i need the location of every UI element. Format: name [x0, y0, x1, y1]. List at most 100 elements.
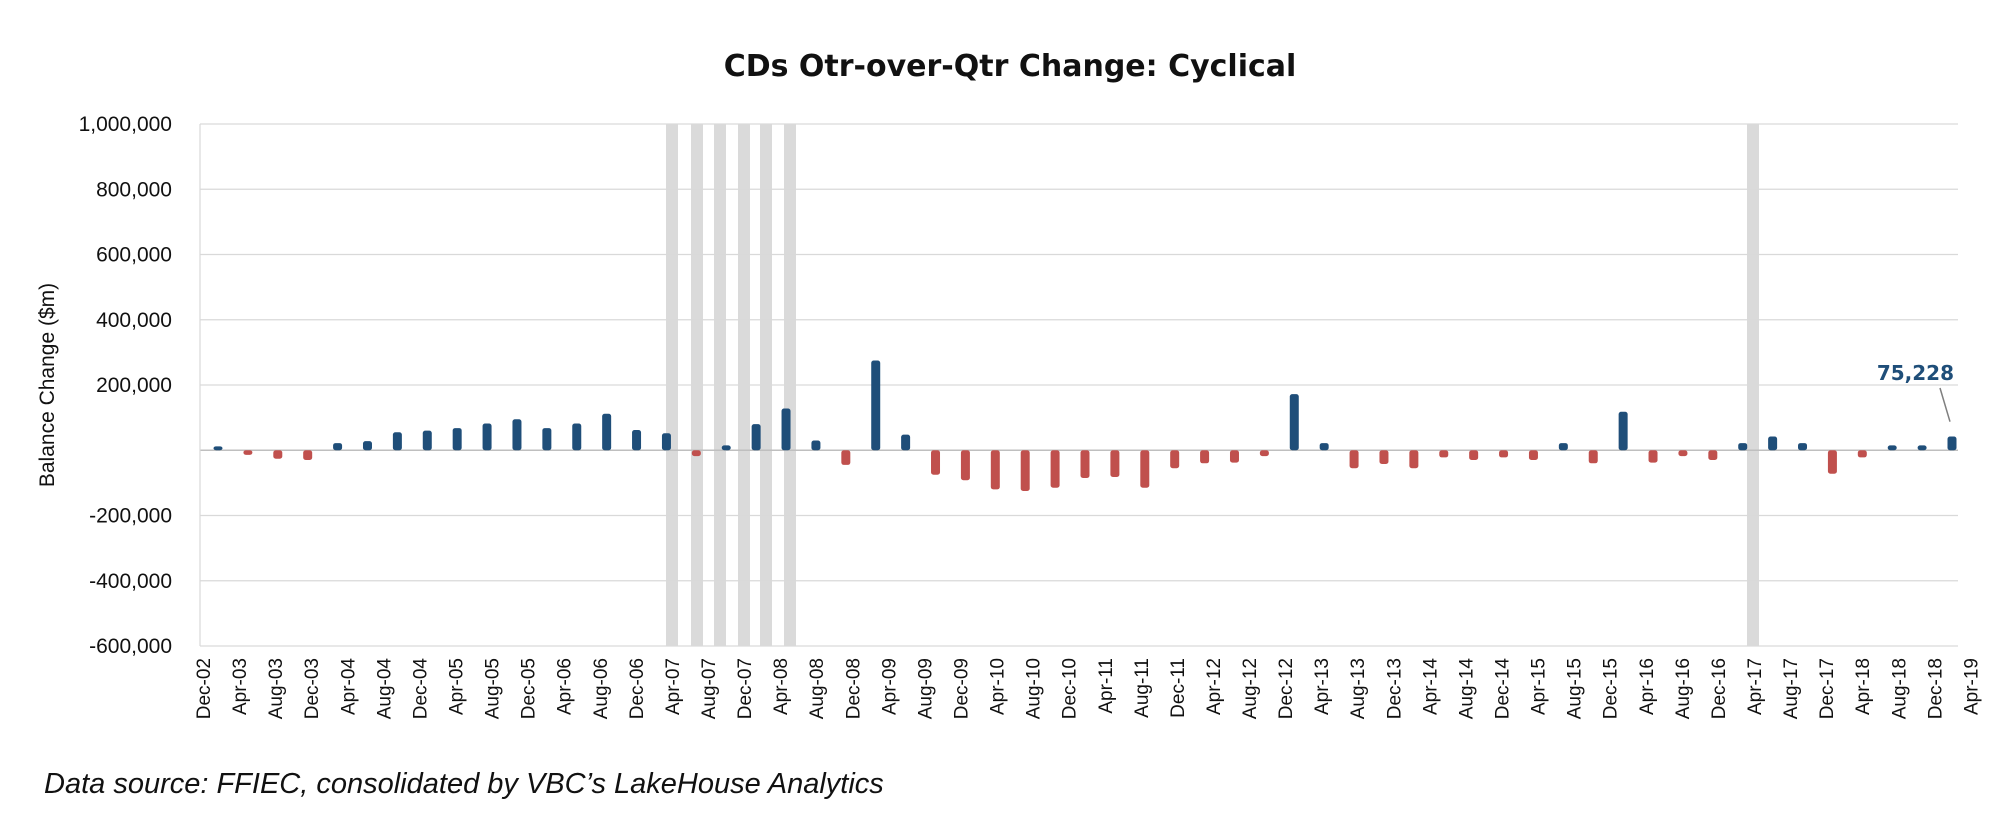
bar-negative: [1140, 450, 1149, 488]
y-tick-label: 200,000: [96, 374, 172, 397]
y-tick-label: -600,000: [89, 635, 172, 658]
bar-negative: [1828, 450, 1837, 473]
x-tick-label: Dec-16: [1709, 658, 1730, 719]
bar-negative: [1081, 450, 1090, 478]
bar-negative: [1021, 450, 1030, 491]
bar-positive: [662, 433, 671, 450]
y-tick-label: 800,000: [96, 178, 172, 201]
bar-negative: [1230, 450, 1239, 462]
bar-negative: [692, 450, 701, 456]
bar-positive: [1768, 437, 1777, 451]
x-tick-label: Aug-08: [807, 658, 828, 719]
bar-negative: [1051, 450, 1060, 488]
x-tick-label: Apr-18: [1853, 658, 1874, 715]
y-axis-label: Balance Change ($m): [36, 283, 59, 487]
bar-positive: [453, 428, 462, 450]
x-tick-label: Aug-16: [1673, 658, 1694, 719]
y-tick-label: -200,000: [89, 505, 172, 528]
bar-negative: [1379, 450, 1388, 464]
bar-negative: [1469, 450, 1478, 460]
bar-negative: [1589, 450, 1598, 463]
bar-negative: [1170, 450, 1179, 468]
x-tick-label: Aug-13: [1348, 658, 1369, 719]
bar-positive: [871, 361, 880, 451]
bar-positive: [1738, 443, 1747, 450]
x-tick-label: Dec-03: [302, 658, 323, 719]
bar-positive: [363, 441, 372, 450]
x-tick-label: Apr-10: [988, 658, 1009, 715]
bar-positive: [572, 423, 581, 450]
bar-positive: [1888, 445, 1897, 450]
x-tick-label: Apr-19: [1961, 658, 1982, 715]
bar-positive: [901, 435, 910, 451]
bar-positive: [811, 440, 820, 450]
x-tick-label: Apr-13: [1312, 658, 1333, 715]
bar-negative: [1499, 450, 1508, 457]
x-tick-label: Apr-17: [1745, 658, 1766, 715]
bar-positive: [512, 419, 521, 450]
bar-negative: [1350, 450, 1359, 468]
x-tick-label: Dec-10: [1060, 658, 1081, 719]
bar-positive: [722, 445, 731, 450]
chart: 1,000,000 800,000 600,000 400,000 200,000 -20…: [0, 0, 2000, 824]
x-tick-label: Dec-06: [627, 658, 648, 719]
bar-positive: [423, 431, 432, 451]
bar-negative: [1649, 450, 1658, 462]
x-tick-label: Dec-02: [194, 658, 215, 719]
bar-negative: [841, 450, 850, 465]
data-label-last-value: 75,228: [1877, 361, 1954, 385]
bar-positive: [1320, 443, 1329, 450]
x-tick-label: Apr-11: [1096, 658, 1117, 714]
bar-negative: [1708, 450, 1717, 460]
bar-positive: [632, 430, 641, 450]
x-tick-label: Dec-15: [1601, 658, 1622, 719]
bar-negative: [1858, 450, 1867, 457]
x-tick-label: Apr-07: [663, 658, 684, 715]
bar-positive: [542, 428, 551, 450]
x-tick-label: Dec-14: [1493, 658, 1514, 720]
x-tick-label: Dec-08: [843, 658, 864, 719]
bar-negative: [243, 450, 252, 455]
bar-negative: [961, 450, 970, 480]
bar-positive: [1798, 443, 1807, 450]
bar-negative: [1529, 450, 1538, 460]
x-tick-label: Aug-10: [1024, 658, 1045, 719]
x-tick-label: Aug-14: [1456, 658, 1477, 720]
x-tick-label: Dec-07: [735, 658, 756, 719]
bar-positive: [1559, 443, 1568, 450]
annotation-leader-line: [1940, 388, 1950, 422]
x-tick-label: Apr-03: [230, 658, 251, 715]
chart-title: CDs Otr-over-Qtr Change: Cyclical: [724, 49, 1297, 84]
bar-negative: [1200, 450, 1209, 463]
x-tick-label: Dec-09: [951, 658, 972, 719]
x-tick-label: Apr-08: [771, 658, 792, 715]
x-tick-label: Apr-16: [1637, 658, 1658, 715]
x-tick-label: Aug-07: [699, 658, 720, 719]
bar-positive: [214, 446, 223, 450]
x-tick-label: Dec-11: [1168, 658, 1189, 718]
y-tick-label: 1,000,000: [79, 113, 172, 136]
x-tick-label: Aug-11: [1132, 658, 1153, 718]
bar-negative: [1260, 450, 1269, 456]
x-tick-label: Apr-15: [1529, 658, 1550, 715]
x-tick-label: Apr-12: [1204, 658, 1225, 715]
bar-negative: [1439, 450, 1448, 457]
bar-positive: [782, 408, 791, 450]
bar-negative: [991, 450, 1000, 489]
x-tick-label: Apr-14: [1420, 658, 1441, 715]
bar-positive: [393, 432, 402, 450]
x-tick-label: Aug-12: [1240, 658, 1261, 719]
x-tick-label: Dec-17: [1817, 658, 1838, 719]
x-tick-label: Apr-05: [446, 658, 467, 715]
x-tick-label: Dec-13: [1384, 658, 1405, 719]
x-tick-label: Dec-12: [1276, 658, 1297, 719]
y-tick-label: 400,000: [96, 309, 172, 332]
x-tick-label: Aug-04: [374, 658, 395, 720]
bar-negative: [303, 450, 312, 460]
bar-negative: [931, 450, 940, 474]
bar-negative: [1678, 450, 1687, 456]
bar-negative: [1110, 450, 1119, 477]
y-tick-label: 600,000: [96, 244, 172, 267]
x-tick-label: Aug-06: [591, 658, 612, 719]
data-source-note: Data source: FFIEC, consolidated by VBC’…: [44, 768, 884, 801]
